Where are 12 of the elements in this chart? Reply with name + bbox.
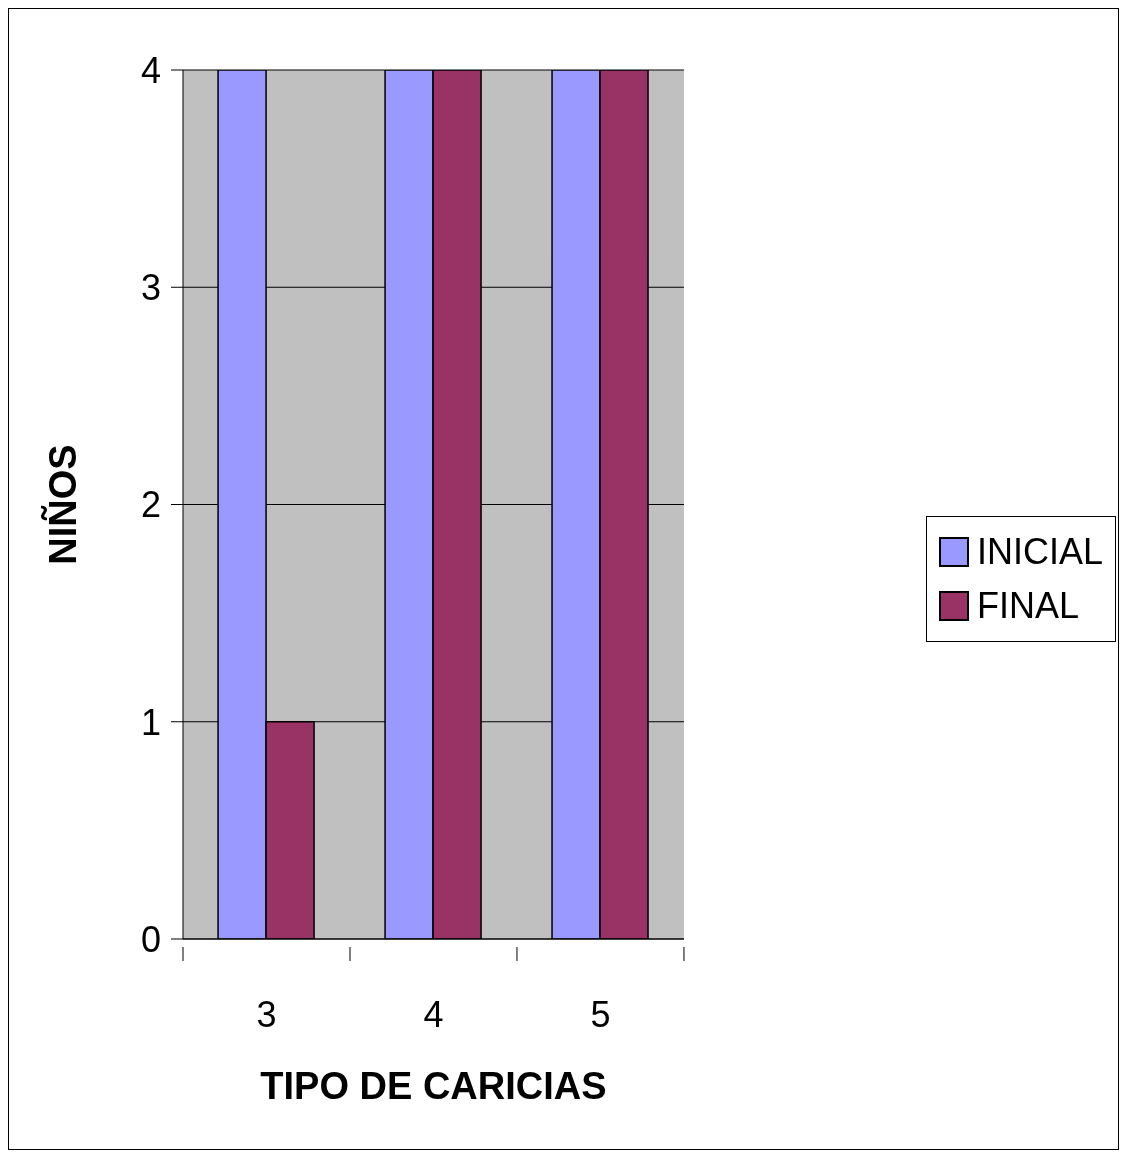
y-tick-label: 0 — [140, 918, 161, 960]
y-tick-label: 2 — [140, 484, 161, 526]
y-tick-label: 1 — [140, 701, 161, 743]
y-axis-title: NIÑOS — [41, 444, 85, 565]
x-axis-title: TIPO DE CARICIAS — [260, 1065, 607, 1107]
y-tick-label: 4 — [140, 49, 161, 91]
x-tick-label: 3 — [256, 994, 277, 1035]
y-tick-label: 3 — [140, 267, 161, 309]
legend-label: INICIAL — [975, 530, 1103, 574]
legend-label: FINAL — [975, 584, 1080, 628]
x-tick-label: 5 — [590, 994, 611, 1035]
x-tick-label: 4 — [423, 994, 444, 1035]
